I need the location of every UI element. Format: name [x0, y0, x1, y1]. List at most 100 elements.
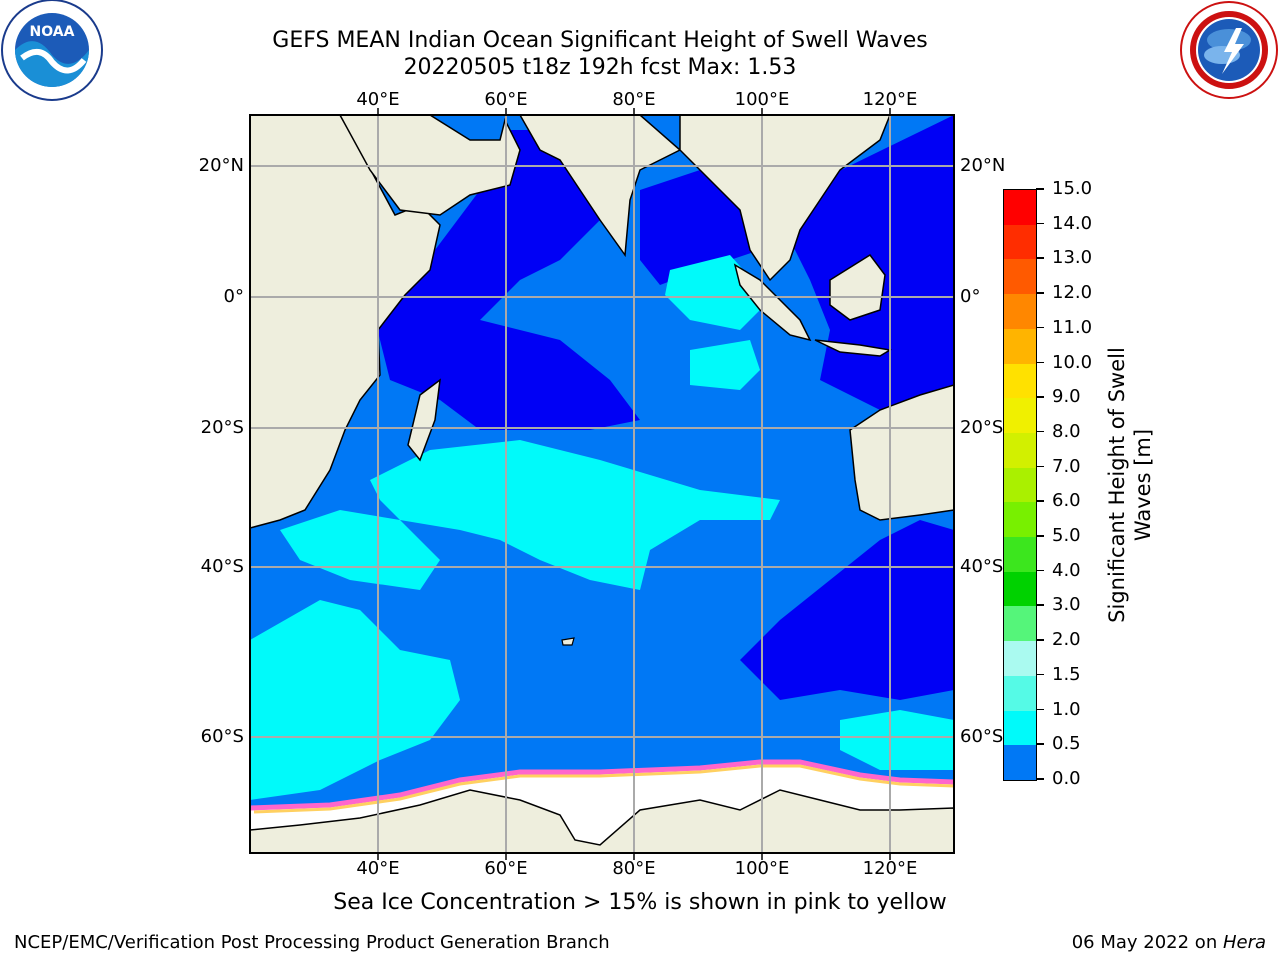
colorbar-tick-label: 1.5	[1052, 663, 1081, 685]
antarctica-land	[250, 789, 954, 853]
colorbar-tick	[1036, 326, 1044, 329]
colorbar-tick-label: 7.0	[1052, 455, 1081, 477]
colorbar-tick-label: 10.0	[1052, 351, 1093, 373]
lon-label-top-120: 120°E	[862, 89, 918, 110]
map-ticks	[377, 108, 891, 860]
colorbar-segment	[1004, 224, 1036, 260]
map-title: GEFS MEAN Indian Ocean Significant Heigh…	[272, 28, 928, 53]
lat-label-right-60s: 60°S	[960, 726, 1004, 747]
colorbar-segment	[1004, 467, 1036, 503]
swell-band-south	[370, 440, 780, 590]
sea-ice-edge	[250, 759, 954, 811]
colorbar-tick	[1036, 639, 1044, 641]
colorbar-segment	[1004, 363, 1036, 399]
noaa-logo: NOAA	[1, 0, 103, 101]
colorbar	[1003, 189, 1037, 781]
lon-label-top-60: 60°E	[484, 89, 528, 110]
colorbar-tick-label: 1.0	[1052, 698, 1081, 720]
colorbar-tick	[1036, 569, 1044, 572]
map-subtitle: 20220505 t18z 192h fcst Max: 1.53	[403, 55, 797, 80]
colorbar-tick	[1036, 673, 1044, 676]
colorbar-segment	[1004, 571, 1036, 607]
colorbar-tick-label: 9.0	[1052, 386, 1081, 408]
lat-label-left-40s: 40°S	[200, 556, 244, 577]
colorbar-tick-label: 0.0	[1052, 768, 1081, 789]
java-land	[814, 339, 893, 357]
colorbar-segment	[1004, 502, 1036, 538]
colorbar-tick	[1036, 361, 1044, 364]
colorbar-tick	[1036, 188, 1044, 190]
colorbar-tick-label: 13.0	[1052, 247, 1093, 269]
low-swell-south	[740, 520, 954, 700]
gridlines	[250, 115, 954, 853]
se-asia-land	[679, 115, 891, 282]
lon-label-bottom-40: 40°E	[356, 858, 400, 879]
sea-ice-caption: Sea Ice Concentration > 15% is shown in …	[333, 890, 947, 915]
colorbar-segment	[1004, 641, 1036, 677]
colorbar-tick	[1036, 465, 1044, 468]
footer-date-text: 06 May 2022 on	[1071, 932, 1223, 953]
borneo-land	[829, 253, 886, 321]
madagascar-land	[407, 378, 441, 462]
lat-label-left-0: 0°	[223, 286, 244, 307]
colorbar-tick	[1036, 604, 1044, 606]
lat-label-left-20s: 20°S	[200, 417, 244, 438]
lon-label-top-100: 100°E	[734, 89, 790, 110]
sea-ice-edge-inner	[253, 764, 954, 814]
colorbar-tick-label: 2.0	[1052, 629, 1081, 651]
colorbar-segment	[1004, 432, 1036, 469]
colorbar-tick-label: 0.5	[1052, 733, 1081, 755]
lat-label-right-20s: 20°S	[960, 417, 1004, 438]
footer-date: 06 May 2022 on Hera	[1072, 932, 1266, 953]
lat-label-right-20n: 20°N	[960, 155, 1006, 176]
colorbar-tick	[1036, 257, 1044, 259]
lon-label-bottom-80: 80°E	[612, 858, 656, 879]
lon-label-top-40: 40°E	[356, 89, 400, 110]
colorbar-tick	[1036, 708, 1044, 711]
swell-band-far-sw	[250, 600, 460, 800]
colorbar-segment	[1004, 745, 1036, 781]
colorbar-tick-label: 12.0	[1052, 282, 1093, 304]
colorbar-segment	[1004, 675, 1036, 712]
map-frame	[249, 114, 955, 854]
low-swell-west	[375, 130, 640, 430]
colorbar-tick	[1036, 292, 1044, 294]
colorbar-tick-label: 8.0	[1052, 420, 1081, 442]
colorbar-tick	[1036, 396, 1044, 398]
colorbar-segment	[1004, 606, 1036, 642]
colorbar-tick	[1036, 222, 1044, 225]
swell-band-eq2	[690, 340, 760, 390]
lat-label-right-40s: 40°S	[960, 556, 1004, 577]
colorbar-segment	[1004, 294, 1036, 330]
colorbar-tick	[1036, 743, 1044, 745]
lat-label-left-60s: 60°S	[200, 726, 244, 747]
colorbar-segment	[1004, 190, 1036, 226]
swell-band-sw	[280, 510, 440, 590]
colorbar-segment	[1004, 537, 1036, 573]
colorbar-tick-label: 6.0	[1052, 490, 1081, 512]
lon-label-bottom-120: 120°E	[862, 858, 918, 879]
colorbar-segment	[1004, 328, 1036, 365]
colorbar-segment	[1004, 259, 1036, 295]
australia-land	[849, 384, 954, 521]
colorbar-tick-label: 4.0	[1052, 559, 1081, 581]
colorbar-tick	[1036, 500, 1044, 502]
lon-label-bottom-60: 60°E	[484, 858, 528, 879]
sumatra-land	[733, 263, 812, 342]
colorbar-tick-label: 15.0	[1052, 178, 1093, 199]
lon-label-top-80: 80°E	[612, 89, 656, 110]
colorbar-segment	[1004, 398, 1036, 434]
footer-credit: NCEP/EMC/Verification Post Processing Pr…	[14, 932, 610, 953]
colorbar-tick-label: 3.0	[1052, 594, 1081, 616]
footer-host: Hera	[1222, 932, 1266, 953]
colorbar-tick-label: 11.0	[1052, 316, 1093, 338]
colorbar-tick	[1036, 535, 1044, 537]
lon-label-bottom-100: 100°E	[734, 858, 790, 879]
swell-band-se	[840, 710, 954, 770]
india-land	[519, 115, 682, 258]
noaa-logo-text: NOAA	[30, 24, 75, 40]
lat-label-right-0: 0°	[960, 286, 981, 307]
nws-logo	[1180, 1, 1278, 99]
colorbar-tick-label: 14.0	[1052, 212, 1093, 234]
